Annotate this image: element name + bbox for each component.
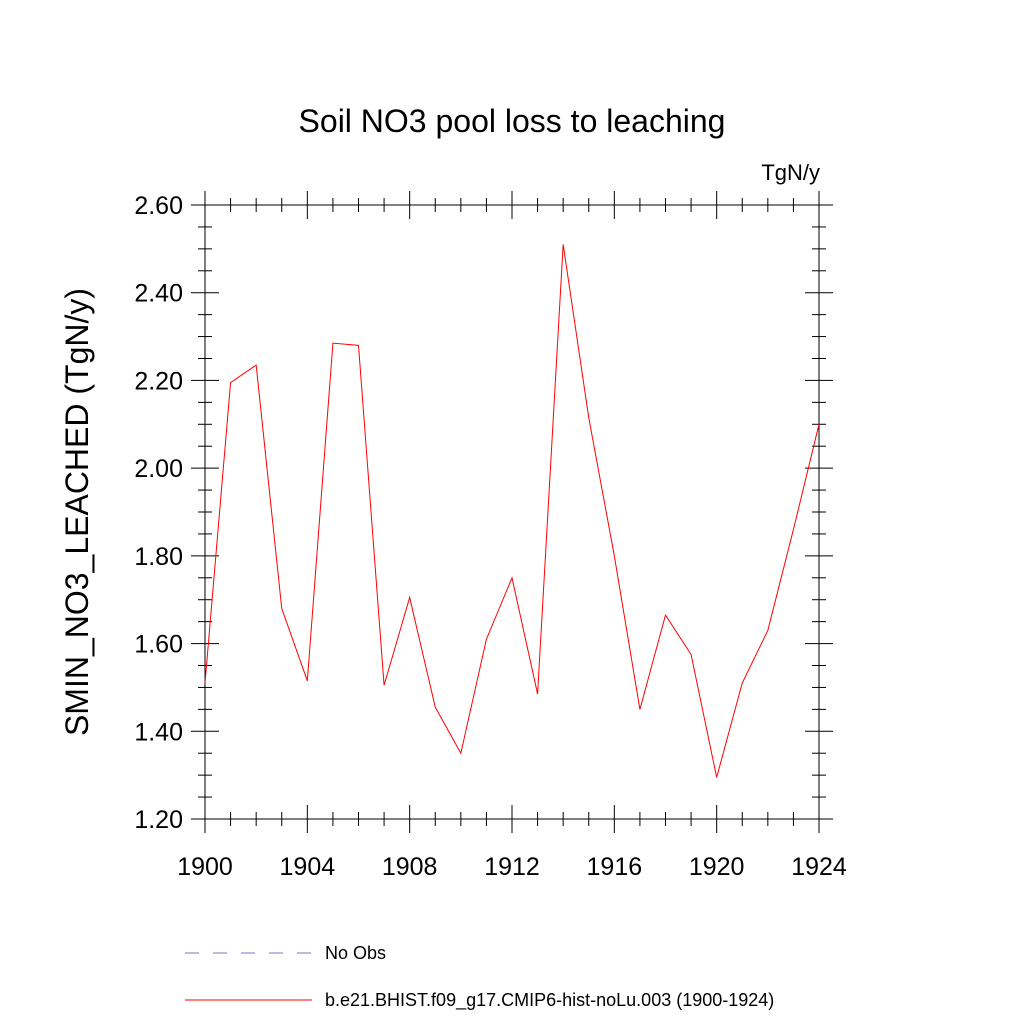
x-tick-label: 1912: [484, 853, 540, 881]
y-tick-label: 1.40: [134, 718, 183, 746]
plot-frame: [204, 204, 820, 820]
y-tick-label: 2.20: [134, 367, 183, 395]
series-line-0: [204, 244, 820, 778]
y-tick-label: 1.20: [134, 806, 183, 834]
y-tick-label: 2.00: [134, 455, 183, 483]
series-layer: [204, 244, 820, 778]
legend-label-model: b.e21.BHIST.f09_g17.CMIP6-hist-noLu.003 …: [325, 990, 774, 1011]
units-label: TgN/y: [761, 160, 820, 185]
y-tick-label: 2.40: [134, 280, 183, 308]
legend: No Obs b.e21.BHIST.f09_g17.CMIP6-hist-no…: [185, 943, 774, 1011]
y-tick-label: 2.60: [134, 192, 183, 220]
x-tick-label: 1924: [791, 853, 847, 881]
y-tick-label: 1.60: [134, 631, 183, 659]
y-tick-label: 1.80: [134, 543, 183, 571]
chart-title: Soil NO3 pool loss to leaching: [299, 103, 726, 139]
x-tick-label: 1908: [382, 853, 438, 881]
y-axis-label: SMIN_NO3_LEACHED (TgN/y): [59, 288, 95, 736]
x-tick-label: 1920: [689, 853, 745, 881]
x-tick-label: 1900: [177, 853, 233, 881]
axis-ticks: [191, 191, 833, 833]
legend-label-no-obs: No Obs: [325, 943, 386, 963]
x-tick-label: 1904: [280, 853, 336, 881]
x-tick-label: 1916: [587, 853, 643, 881]
tick-labels: 1.20 1.40 1.60 1.80 2.00 2.20 2.40 2.60 1900 1904…: [134, 192, 847, 881]
